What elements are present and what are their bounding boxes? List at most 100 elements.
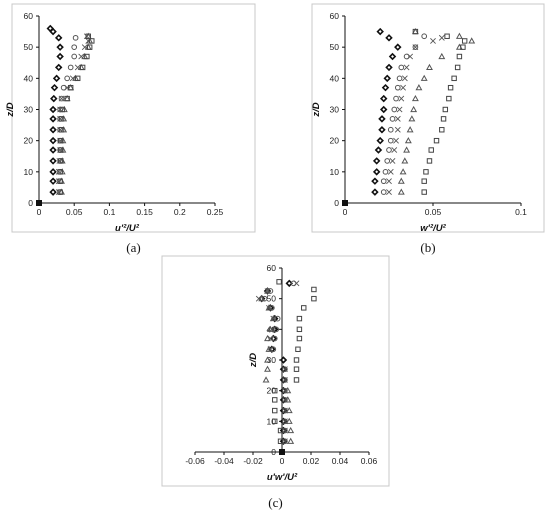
- x-axis-label: u'w'/U²: [267, 472, 298, 483]
- diamond-marker: [388, 52, 397, 61]
- square-marker: [451, 75, 457, 82]
- x-tick-label: 0.02: [303, 456, 320, 466]
- y-tick-label: 10: [330, 167, 340, 177]
- square-marker: [67, 84, 74, 91]
- square-marker: [79, 64, 86, 71]
- triangle-marker: [404, 137, 412, 144]
- chart-panel-c: -0.06 -0.04 -0.02 0 0.02 0.04 0.06010203040506…: [161, 255, 390, 510]
- diamond-marker: [56, 43, 64, 51]
- square-marker: [89, 38, 95, 44]
- y-tick-label: 50: [24, 42, 34, 52]
- diamond-marker: [379, 94, 388, 103]
- diamond-marker: [379, 105, 388, 114]
- square-marker: [75, 75, 81, 82]
- x-axis-label: u'²/U²: [115, 223, 140, 234]
- square-marker: [311, 286, 317, 293]
- triangle-marker: [411, 94, 419, 102]
- circle-marker: [64, 75, 71, 82]
- triangle-marker: [264, 334, 271, 342]
- square-marker: [57, 178, 63, 184]
- diamond-marker: [371, 177, 379, 185]
- x-marker: [281, 366, 288, 373]
- square-marker: [84, 53, 90, 60]
- triangle-marker: [438, 52, 446, 60]
- origin-marker: [36, 200, 42, 206]
- square-marker: [85, 33, 91, 39]
- series-x: [386, 34, 445, 196]
- y-tick-label: 30: [267, 355, 277, 365]
- circle-marker: [403, 53, 410, 60]
- y-tick-label: 60: [24, 11, 34, 21]
- x-marker: [281, 377, 288, 383]
- circle-marker: [391, 106, 398, 113]
- diamond-marker: [371, 188, 379, 196]
- diamond-marker: [279, 356, 288, 364]
- circle-marker: [71, 53, 78, 60]
- panel-frame: [11, 3, 256, 233]
- square-marker: [58, 137, 64, 144]
- x-tick-label: 0.04: [332, 456, 349, 466]
- panel-frame: [311, 3, 545, 233]
- x-marker: [401, 75, 408, 82]
- diamond-marker: [374, 146, 383, 154]
- series-circle: [380, 33, 428, 195]
- square-marker: [293, 377, 300, 383]
- x-marker: [407, 53, 414, 60]
- square-marker: [440, 116, 447, 122]
- triangle-marker: [269, 314, 277, 322]
- y-axis-label: z/D: [248, 353, 259, 368]
- origin-marker: [279, 449, 285, 455]
- square-marker: [86, 44, 93, 50]
- diamond-marker: [383, 74, 391, 83]
- diamond-marker: [52, 74, 61, 83]
- square-marker: [447, 84, 454, 91]
- circle-marker: [271, 335, 278, 342]
- circle-marker: [387, 126, 394, 133]
- origin-marker: [342, 200, 348, 206]
- diamond-marker: [378, 126, 386, 134]
- triangle-marker: [258, 295, 266, 302]
- diamond-marker: [49, 157, 57, 165]
- diamond-marker: [372, 168, 381, 176]
- x-tick-label: 0: [37, 207, 42, 217]
- square-marker: [444, 33, 450, 39]
- x-marker: [396, 106, 403, 113]
- triangle-marker: [408, 115, 416, 122]
- square-marker: [64, 95, 70, 102]
- diamond-marker: [54, 34, 63, 42]
- circle-marker: [58, 95, 65, 102]
- triangle-marker: [264, 287, 271, 294]
- square-marker: [293, 357, 300, 363]
- square-marker: [276, 279, 282, 285]
- y-tick-label: 0: [28, 198, 33, 208]
- y-tick-label: 50: [330, 42, 340, 52]
- square-marker: [277, 427, 284, 434]
- series-square: [272, 279, 317, 444]
- square-marker: [460, 44, 466, 50]
- circle-marker: [282, 377, 288, 383]
- triangle-marker: [265, 304, 273, 311]
- square-marker: [461, 38, 468, 44]
- x-marker: [403, 64, 410, 71]
- diamond-marker: [50, 94, 58, 103]
- diamond-marker: [385, 34, 393, 42]
- circle-marker: [282, 366, 288, 373]
- series-square: [412, 28, 468, 195]
- circle-marker: [386, 147, 392, 153]
- x-marker: [386, 178, 392, 185]
- x-tick-label: -0.04: [214, 456, 234, 466]
- panel-caption: (a): [126, 240, 140, 255]
- square-marker: [58, 116, 65, 122]
- y-tick-label: 40: [24, 73, 34, 83]
- triangle-marker: [403, 146, 411, 153]
- x-tick-label: -0.02: [243, 456, 263, 466]
- triangle-marker: [287, 426, 295, 434]
- x-tick-label: 0: [343, 207, 348, 217]
- x-marker: [394, 115, 401, 122]
- x-marker: [430, 38, 436, 44]
- x-tick-label: 0.15: [136, 207, 153, 217]
- circle-marker: [382, 168, 389, 175]
- square-marker: [426, 158, 433, 164]
- square-marker: [295, 346, 301, 352]
- circle-marker: [72, 34, 79, 41]
